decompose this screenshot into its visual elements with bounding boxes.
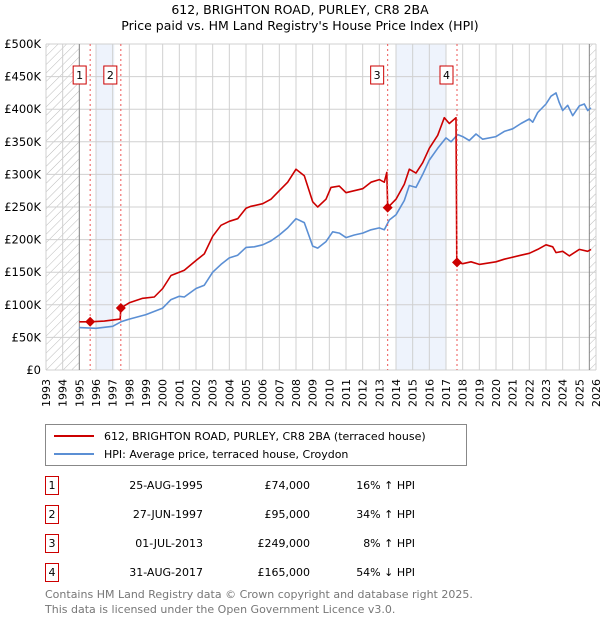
transaction-hpi-diff: 16% ↑ HPI bbox=[356, 479, 415, 492]
sale-label-box bbox=[370, 65, 385, 85]
y-tick-label: £450K bbox=[4, 70, 41, 84]
x-tick-label: 2026 bbox=[590, 379, 600, 407]
transaction-row: 3 01-JUL-2013 £249,000 8% ↑ HPI bbox=[45, 534, 445, 553]
x-tick-label: 1993 bbox=[40, 379, 53, 407]
x-tick-label: 2013 bbox=[373, 379, 386, 407]
y-tick-label: £200K bbox=[4, 233, 41, 247]
y-tick-label: £50K bbox=[12, 330, 42, 344]
legend-item-hpi: HPI: Average price, terraced house, Croy… bbox=[54, 446, 348, 462]
sale-label: 2 bbox=[107, 69, 114, 82]
legend-label: HPI: Average price, terraced house, Croy… bbox=[104, 447, 349, 461]
legend-swatch-blue bbox=[54, 453, 94, 455]
legend-item-property: 612, BRIGHTON ROAD, PURLEY, CR8 2BA (ter… bbox=[54, 428, 426, 444]
chart-title: 612, BRIGHTON ROAD, PURLEY, CR8 2BA bbox=[171, 2, 429, 17]
y-tick-label: £400K bbox=[4, 102, 41, 116]
chart-subtitle: Price paid vs. HM Land Registry's House … bbox=[121, 18, 479, 33]
x-tick-label: 2009 bbox=[307, 379, 320, 407]
x-tick-label: 2018 bbox=[457, 379, 470, 407]
sale-label: 4 bbox=[443, 69, 450, 82]
legend-label: 612, BRIGHTON ROAD, PURLEY, CR8 2BA (ter… bbox=[104, 429, 426, 443]
sale-label-box bbox=[72, 65, 87, 85]
x-tick-label: 2017 bbox=[440, 379, 453, 407]
transaction-date: 01-JUL-2013 bbox=[135, 537, 203, 550]
transaction-price: £95,000 bbox=[264, 508, 311, 521]
transaction-marker: 2 bbox=[45, 505, 59, 524]
legend: 612, BRIGHTON ROAD, PURLEY, CR8 2BA (ter… bbox=[45, 424, 467, 466]
legend-swatch-red bbox=[54, 435, 94, 437]
x-tick-label: 2014 bbox=[390, 379, 403, 407]
transaction-hpi-diff: 8% ↑ HPI bbox=[363, 537, 415, 550]
x-tick-label: 2002 bbox=[190, 379, 203, 407]
y-tick-label: £500K bbox=[4, 37, 41, 51]
x-tick-label: 2012 bbox=[357, 379, 370, 407]
x-tick-label: 1994 bbox=[57, 379, 70, 407]
sale-label: 3 bbox=[374, 69, 381, 82]
x-tick-label: 2000 bbox=[157, 379, 170, 407]
transaction-row: 4 31-AUG-2017 £165,000 54% ↓ HPI bbox=[45, 563, 445, 582]
x-tick-label: 2023 bbox=[540, 379, 553, 407]
x-tick-label: 1995 bbox=[73, 379, 86, 407]
transaction-hpi-diff: 54% ↓ HPI bbox=[356, 566, 415, 579]
transaction-row: 2 27-JUN-1997 £95,000 34% ↑ HPI bbox=[45, 505, 445, 524]
sale-point bbox=[382, 202, 393, 213]
x-tick-label: 2019 bbox=[473, 379, 486, 407]
price-chart: 1 2 3 4 1993 1994 1995 1996 1997 1998 1999 2000 2001… bbox=[4, 37, 600, 407]
x-tick-label: 2005 bbox=[240, 379, 253, 407]
x-tick-label: 1999 bbox=[140, 379, 153, 407]
x-tick-label: 2011 bbox=[340, 379, 353, 407]
y-tick-label: £150K bbox=[4, 265, 41, 279]
transaction-marker: 3 bbox=[45, 534, 59, 553]
x-tick-label: 2010 bbox=[323, 379, 336, 407]
footer-copyright: Contains HM Land Registry data © Crown c… bbox=[45, 588, 473, 601]
x-tick-label: 2016 bbox=[423, 379, 436, 407]
x-tick-label: 2025 bbox=[573, 379, 586, 407]
transaction-row: 1 25-AUG-1995 £74,000 16% ↑ HPI bbox=[45, 476, 445, 495]
sale-label-box bbox=[439, 65, 454, 85]
x-tick-label: 1997 bbox=[107, 379, 120, 407]
y-tick-label: £100K bbox=[4, 298, 41, 312]
sale-point bbox=[452, 257, 462, 268]
x-tick-label: 2003 bbox=[207, 379, 220, 407]
x-tick-label: 1996 bbox=[90, 379, 103, 407]
x-tick-label: 2020 bbox=[490, 379, 503, 407]
hpi-line bbox=[79, 92, 592, 330]
footer-licence: This data is licensed under the Open Gov… bbox=[45, 603, 396, 616]
transaction-hpi-diff: 34% ↑ HPI bbox=[356, 508, 415, 521]
property-price-line bbox=[79, 116, 592, 323]
x-tick-label: 2022 bbox=[523, 379, 536, 407]
x-tick-label: 1998 bbox=[123, 379, 136, 407]
x-tick-label: 2004 bbox=[223, 379, 236, 407]
x-tick-label: 2007 bbox=[273, 379, 286, 407]
y-tick-label: £300K bbox=[4, 167, 41, 181]
transaction-date: 31-AUG-2017 bbox=[129, 566, 203, 579]
transaction-date: 25-AUG-1995 bbox=[129, 479, 203, 492]
sale-point bbox=[115, 303, 126, 314]
x-tick-label: 2024 bbox=[557, 379, 570, 407]
y-tick-label: £0 bbox=[26, 363, 41, 377]
x-tick-label: 2006 bbox=[257, 379, 270, 407]
x-tick-label: 2001 bbox=[173, 379, 186, 407]
sale-label-box bbox=[103, 65, 118, 85]
sale-point bbox=[85, 316, 96, 327]
sale-label: 1 bbox=[76, 69, 83, 82]
y-tick-label: £250K bbox=[4, 200, 41, 214]
transaction-date: 27-JUN-1997 bbox=[132, 508, 203, 521]
transaction-marker: 1 bbox=[45, 476, 59, 495]
x-tick-label: 2008 bbox=[290, 379, 303, 407]
transaction-price: £249,000 bbox=[257, 537, 311, 550]
x-tick-label: 2021 bbox=[507, 379, 520, 407]
y-tick-label: £350K bbox=[4, 135, 41, 149]
transaction-price: £74,000 bbox=[264, 479, 311, 492]
transaction-marker: 4 bbox=[45, 563, 59, 582]
transaction-price: £165,000 bbox=[257, 566, 311, 579]
x-tick-label: 2015 bbox=[407, 379, 420, 407]
